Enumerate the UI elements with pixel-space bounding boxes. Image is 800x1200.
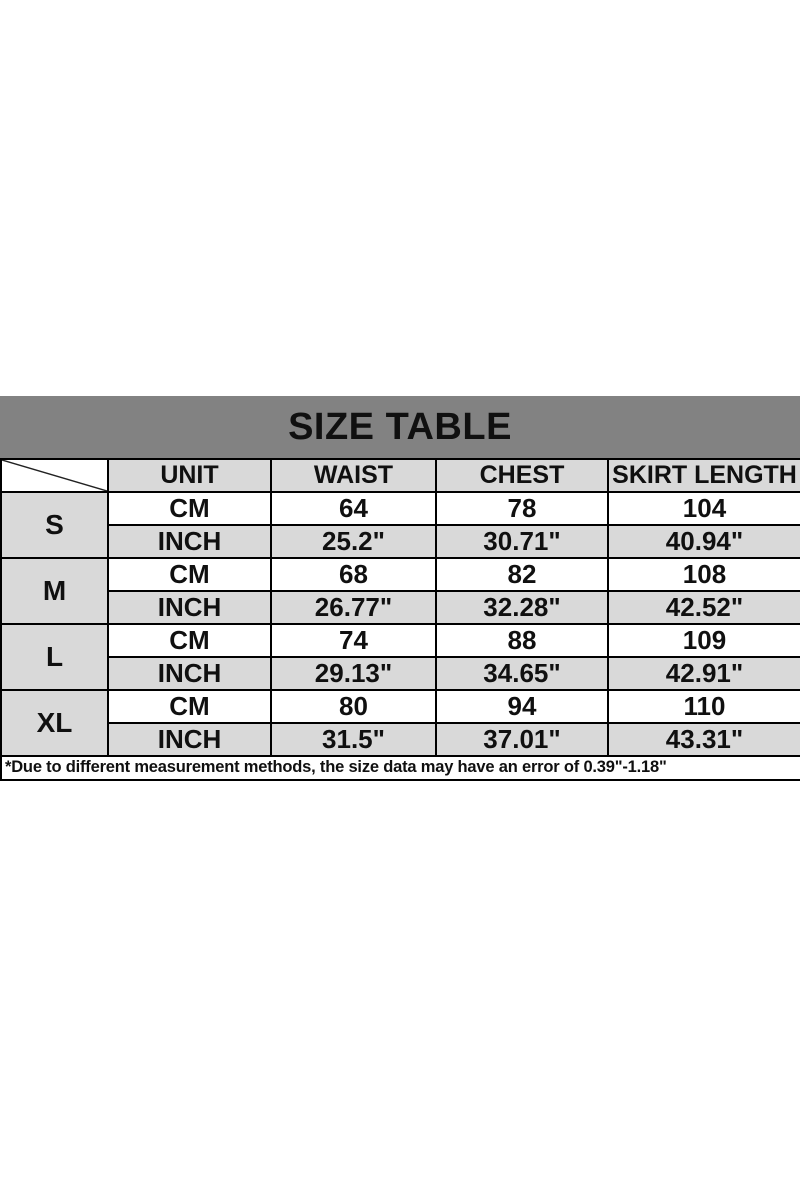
unit-cell-m-cm: CM [107,557,272,592]
diagonal-line-icon [2,460,107,491]
unit-cell-m-inch: INCH [107,590,272,625]
value-cell: 25.2" [270,524,437,559]
header-row: UNIT WAIST CHEST SKIRT LENGTH [0,458,800,493]
value-cell: 32.28" [435,590,609,625]
value-cell: 31.5" [270,722,437,757]
value-cell: 108 [607,557,800,592]
size-label-s: S [0,491,109,559]
footnote-row: *Due to different measurement methods, t… [0,755,800,781]
size-table: UNIT WAIST CHEST SKIRT LENGTH S CM 64 78 104… [0,458,800,781]
size-row-S-cm: S CM 64 78 104 [0,491,800,559]
size-row-XL-cm: XL CM 80 94 110 [0,689,800,757]
diagonal-corner-cell [0,458,109,493]
size-label-l: L [0,623,109,691]
value-cell: 26.77" [270,590,437,625]
value-cell: 110 [607,689,800,724]
value-cell: 109 [607,623,800,658]
value-cell: 68 [270,557,437,592]
col-header-skirt-length: SKIRT LENGTH [607,458,800,493]
value-cell: 34.65" [435,656,609,691]
value-cell: 94 [435,689,609,724]
size-row-S-inch: INCH 25.2" 30.71" 40.94" [1,524,800,559]
size-label-m: M [0,557,109,625]
size-table-title: SIZE TABLE [0,396,800,458]
unit-cell-s-inch: INCH [107,524,272,559]
size-chart-panel: SIZE TABLE UNIT WAIST CHEST SKIRT LENGTH [0,396,800,781]
value-cell: 82 [435,557,609,592]
col-header-chest: CHEST [435,458,609,493]
size-row-L-inch: INCH 29.13" 34.65" 42.91" [1,656,800,691]
col-header-waist: WAIST [270,458,437,493]
size-row-M-cm: M CM 68 82 108 [0,557,800,625]
value-cell: 40.94" [607,524,800,559]
unit-cell-xl-cm: CM [107,689,272,724]
unit-cell-l-inch: INCH [107,656,272,691]
value-cell: 42.91" [607,656,800,691]
size-row-L-cm: L CM 74 88 109 [0,623,800,691]
size-row-XL-inch: INCH 31.5" 37.01" 43.31" [1,722,800,757]
value-cell: 37.01" [435,722,609,757]
size-label-xl: XL [0,689,109,757]
value-cell: 29.13" [270,656,437,691]
footnote: *Due to different measurement methods, t… [0,755,800,781]
unit-cell-l-cm: CM [107,623,272,658]
value-cell: 80 [270,689,437,724]
size-row-M-inch: INCH 26.77" 32.28" 42.52" [1,590,800,625]
value-cell: 30.71" [435,524,609,559]
col-header-unit: UNIT [107,458,272,493]
value-cell: 64 [270,491,437,526]
unit-cell-s-cm: CM [107,491,272,526]
value-cell: 74 [270,623,437,658]
value-cell: 78 [435,491,609,526]
value-cell: 88 [435,623,609,658]
value-cell: 43.31" [607,722,800,757]
unit-cell-xl-inch: INCH [107,722,272,757]
value-cell: 104 [607,491,800,526]
value-cell: 42.52" [607,590,800,625]
